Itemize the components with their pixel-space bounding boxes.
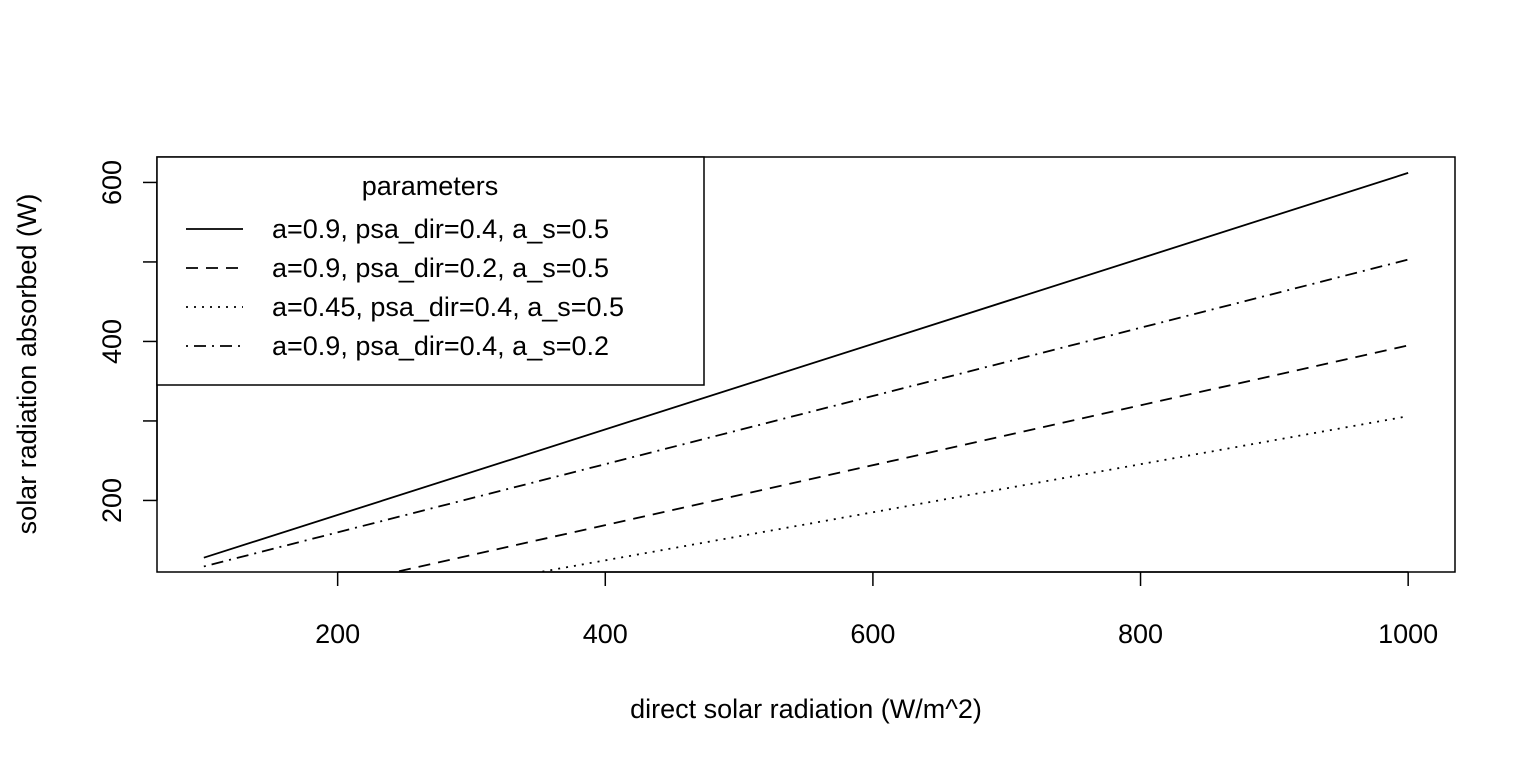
series-line-2 [391,344,1409,572]
x-axis: 200 400 600 800 1000 [315,571,1438,649]
series-line-1 [203,172,1409,559]
y-tick-label: 200 [97,478,127,523]
x-tick-label: 1000 [1378,619,1438,649]
series-line-3 [535,415,1409,572]
series-group [203,172,1409,572]
x-tick-label: 400 [583,619,628,649]
y-axis: 200 400 600 [97,160,158,523]
legend-title: parameters [362,171,499,201]
x-tick-label: 600 [850,619,895,649]
y-tick-label: 400 [97,319,127,364]
legend: parameters a=0.9, psa_dir=0.4, a_s=0.5a=… [156,156,705,386]
legend-items: a=0.9, psa_dir=0.4, a_s=0.5 a=0.9, psa_di… [186,214,624,361]
y-tick-label: 600 [97,160,127,205]
legend-label-2: a=0.9, psa_dir=0.2, a_s=0.5 [272,253,609,283]
legend-box [156,156,705,386]
x-tick-label: 200 [315,619,360,649]
legend-label-4: a=0.9, psa_dir=0.4, a_s=0.2 [272,331,609,361]
x-axis-title: direct solar radiation (W/m^2) [630,694,982,724]
x-tick-label: 800 [1118,619,1163,649]
legend-label-1: a=0.9, psa_dir=0.4, a_s=0.5 [272,214,609,244]
y-axis-title: solar radiation absorbed (W) [12,194,42,535]
legend-label-3: a=0.45, psa_dir=0.4, a_s=0.5 [272,292,624,322]
